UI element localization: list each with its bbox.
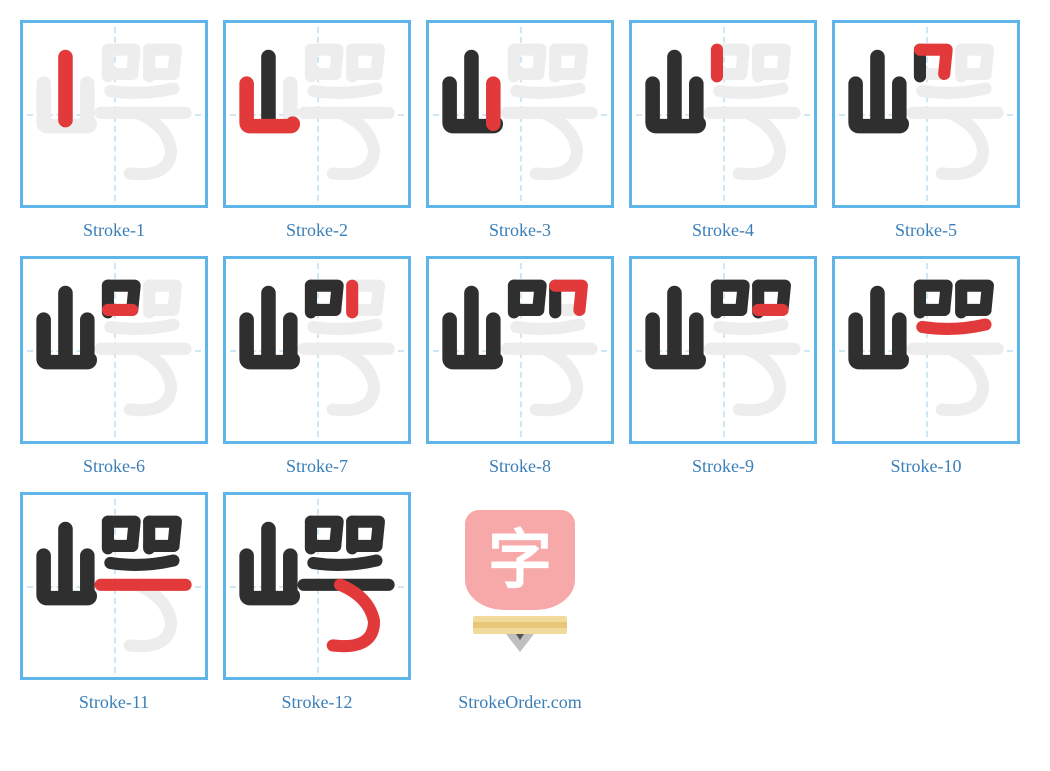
stroke-path — [313, 325, 376, 329]
character-svg — [632, 259, 814, 441]
character-svg — [226, 23, 408, 205]
character-svg — [226, 495, 408, 677]
stroke-tile — [223, 20, 411, 208]
character-svg — [632, 23, 814, 205]
stroke-path — [130, 585, 171, 646]
stroke-path — [313, 89, 376, 93]
stroke-path — [536, 349, 577, 410]
pencil-icon — [473, 616, 567, 634]
stroke-tile — [20, 492, 208, 680]
logo-character: 字 — [488, 528, 552, 592]
logo-cell: 字 StrokeOrder.com — [426, 492, 614, 713]
stroke-cell: Stroke-2 — [223, 20, 411, 241]
stroke-path — [739, 349, 780, 410]
character-svg — [23, 259, 205, 441]
stroke-label: Stroke-5 — [895, 220, 957, 241]
stroke-label: Stroke-6 — [83, 456, 145, 477]
stroke-tile — [20, 20, 208, 208]
stroke-path — [536, 113, 577, 174]
character-svg — [429, 23, 611, 205]
stroke-cell: Stroke-11 — [20, 492, 208, 713]
stroke-path — [110, 89, 173, 93]
stroke-label: Stroke-8 — [489, 456, 551, 477]
stroke-path — [719, 325, 782, 329]
character-svg — [23, 23, 205, 205]
logo-label: StrokeOrder.com — [458, 692, 581, 713]
stroke-label: Stroke-7 — [286, 456, 348, 477]
logo-head: 字 — [465, 510, 575, 610]
stroke-label: Stroke-1 — [83, 220, 145, 241]
stroke-path — [942, 349, 983, 410]
stroke-path — [110, 561, 173, 565]
stroke-path — [333, 113, 374, 174]
stroke-path — [739, 113, 780, 174]
stroke-tile — [832, 20, 1020, 208]
stroke-label: Stroke-9 — [692, 456, 754, 477]
logo-tile: 字 — [426, 492, 614, 680]
stroke-tile — [426, 256, 614, 444]
stroke-tile — [629, 256, 817, 444]
character-svg — [23, 495, 205, 677]
stroke-label: Stroke-12 — [282, 692, 353, 713]
character-svg — [429, 259, 611, 441]
stroke-path — [516, 325, 579, 329]
character-svg — [835, 259, 1017, 441]
stroke-tile — [629, 20, 817, 208]
character-svg — [835, 23, 1017, 205]
stroke-label: Stroke-11 — [79, 692, 149, 713]
stroke-label: Stroke-2 — [286, 220, 348, 241]
stroke-path — [922, 89, 985, 93]
stroke-cell: Stroke-3 — [426, 20, 614, 241]
stroke-label: Stroke-10 — [891, 456, 962, 477]
pencil-tip-icon — [506, 634, 534, 652]
stroke-tile — [20, 256, 208, 444]
character-svg — [226, 259, 408, 441]
stroke-tile — [426, 20, 614, 208]
stroke-cell: Stroke-9 — [629, 256, 817, 477]
stroke-grid: Stroke-1 Stroke-2 Stroke-3 Stroke-4 Stroke-5… — [20, 20, 1030, 713]
stroke-cell: Stroke-1 — [20, 20, 208, 241]
stroke-label: Stroke-3 — [489, 220, 551, 241]
stroke-path — [333, 349, 374, 410]
stroke-cell: Stroke-8 — [426, 256, 614, 477]
stroke-cell: Stroke-5 — [832, 20, 1020, 241]
stroke-path — [130, 113, 171, 174]
stroke-label: Stroke-4 — [692, 220, 754, 241]
stroke-cell: Stroke-12 — [223, 492, 411, 713]
stroke-path — [719, 89, 782, 93]
stroke-path — [110, 325, 173, 329]
stroke-tile — [223, 492, 411, 680]
stroke-cell: Stroke-7 — [223, 256, 411, 477]
stroke-path — [333, 585, 374, 646]
stroke-path — [942, 113, 983, 174]
stroke-cell: Stroke-6 — [20, 256, 208, 477]
stroke-cell: Stroke-10 — [832, 256, 1020, 477]
stroke-path — [313, 561, 376, 565]
stroke-path — [130, 349, 171, 410]
stroke-tile — [832, 256, 1020, 444]
stroke-cell: Stroke-4 — [629, 20, 817, 241]
stroke-path — [922, 325, 985, 329]
stroke-tile — [223, 256, 411, 444]
stroke-path — [516, 89, 579, 93]
